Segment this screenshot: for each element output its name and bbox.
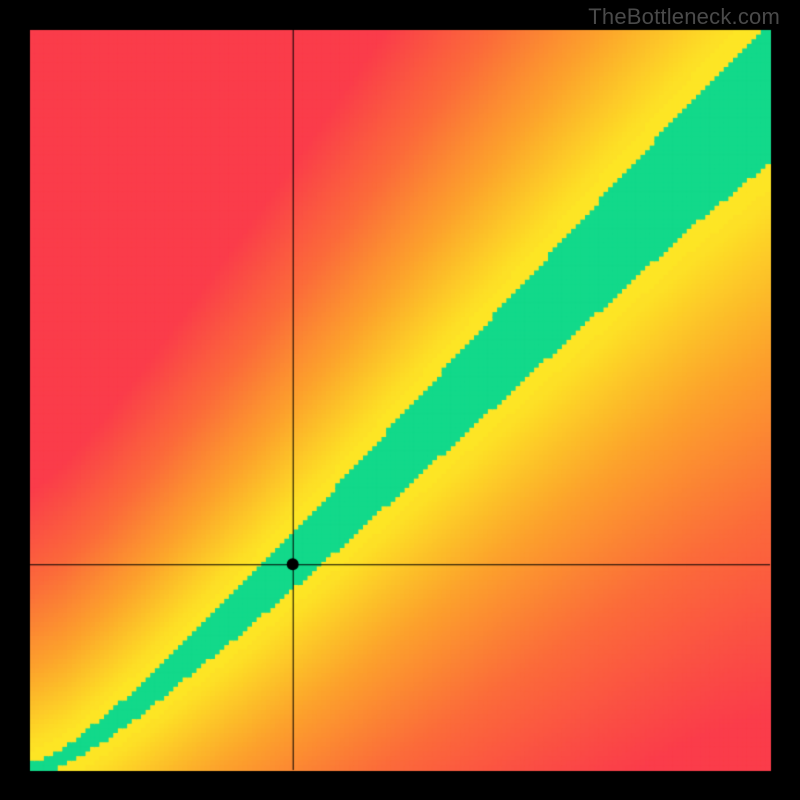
- heatmap-canvas: [0, 0, 800, 800]
- watermark-text: TheBottleneck.com: [588, 4, 780, 30]
- chart-container: TheBottleneck.com: [0, 0, 800, 800]
